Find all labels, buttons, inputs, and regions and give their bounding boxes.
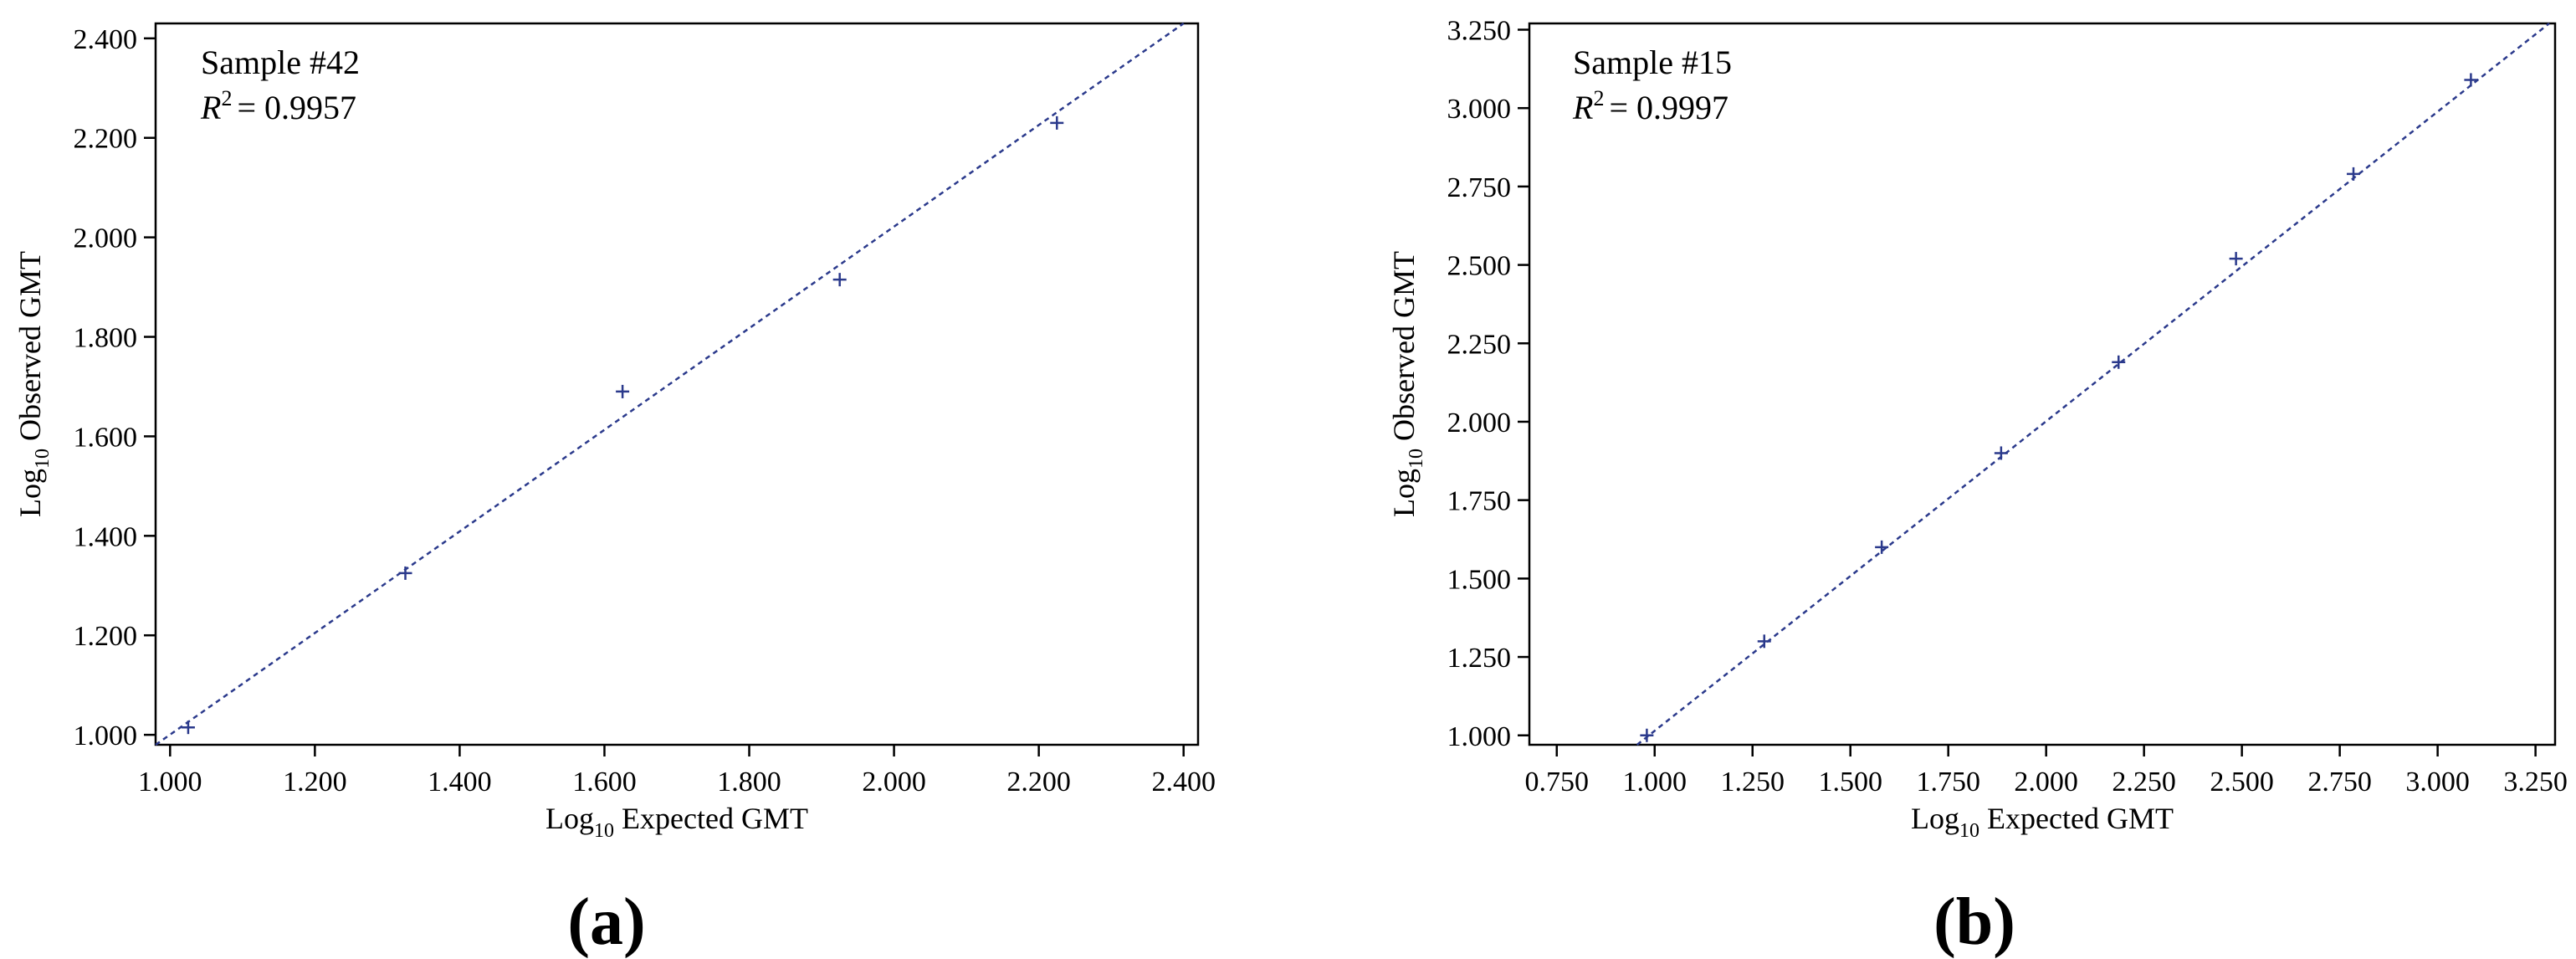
sample-annotation: Sample #15: [1573, 44, 1732, 81]
x-tick-label: 2.200: [1006, 767, 1071, 797]
fit-line: [1636, 23, 2550, 746]
y-axis-label-prefix: Log: [13, 469, 47, 517]
data-point: [2347, 167, 2361, 181]
r-squared-exponent: 2: [1593, 86, 1604, 110]
x-tick-label: 2.750: [2307, 767, 2372, 797]
r-squared-value: = 0.9997: [1609, 89, 1728, 126]
fit-line: [155, 22, 1185, 746]
y-tick-label: 2.400: [74, 24, 138, 55]
data-point: [398, 566, 412, 580]
y-tick-label: 2.200: [74, 124, 138, 155]
data-point: [2112, 355, 2126, 369]
y-tick-label: 2.000: [74, 223, 138, 254]
y-tick-label: 1.000: [1447, 721, 1512, 752]
y-axis-label-subscript: 10: [1406, 449, 1427, 469]
x-axis-label: Log10 Expected GMT: [545, 802, 808, 842]
y-tick-label: 2.000: [1447, 408, 1512, 438]
chart-panel-a: 1.000 1.200 1.400 1.600 1.800 2.000 2.200 2.400…: [13, 22, 1216, 959]
data-point: [1994, 446, 2008, 460]
r-squared-annotation: R2 = 0.9957: [200, 86, 356, 126]
y-tick-label: 1.200: [74, 621, 138, 652]
data-point: [2229, 252, 2243, 266]
x-tick-label: 1.000: [138, 767, 202, 797]
x-tick-label: 2.000: [862, 767, 926, 797]
r-squared-value: = 0.9957: [237, 89, 356, 126]
x-tick-label: 1.500: [1818, 767, 1882, 797]
plot-frame: [154, 22, 1200, 746]
data-point: [1640, 728, 1654, 742]
x-tick-label: 1.200: [283, 767, 347, 797]
r-squared-symbol: R: [200, 89, 221, 126]
x-axis-label-prefix: Log: [545, 802, 594, 835]
x-tick-label: 1.750: [1916, 767, 1980, 797]
y-tick-label: 1.800: [74, 323, 138, 354]
x-axis-label-text: Expected GMT: [614, 802, 808, 835]
x-tick-label: 1.400: [428, 767, 492, 797]
chart-panel-b: 0.750 1.000 1.250 1.500 1.750 2.000 2.250 2.500…: [1387, 15, 2568, 959]
x-tick-label: 2.400: [1151, 767, 1216, 797]
data-point: [1875, 540, 1889, 554]
x-tick-label: 2.500: [2210, 767, 2274, 797]
x-tick-label: 3.250: [2503, 767, 2568, 797]
panel-label: (a): [567, 885, 645, 959]
y-tick-label: 1.250: [1447, 643, 1512, 674]
data-point: [1050, 115, 1064, 130]
y-axis-label: Log10 Observed GMT: [1387, 251, 1427, 517]
data-point: [1757, 634, 1771, 649]
x-tick-label: 1.800: [717, 767, 781, 797]
y-tick-label: 3.250: [1447, 15, 1512, 46]
r-squared-exponent: 2: [221, 86, 232, 110]
y-axis-label: Log10 Observed GMT: [13, 251, 54, 517]
x-tick-label: 1.600: [572, 767, 637, 797]
data-point: [2464, 73, 2478, 87]
y-axis-label-subscript: 10: [32, 449, 54, 469]
x-axis-label-text: Expected GMT: [1979, 802, 2174, 835]
x-axis-label: Log10 Expected GMT: [1911, 802, 2174, 842]
x-tick-label: 1.250: [1720, 767, 1785, 797]
y-tick-label: 1.750: [1447, 486, 1512, 517]
x-tick-label: 3.000: [2405, 767, 2470, 797]
y-tick-label: 3.000: [1447, 94, 1512, 125]
r-squared-annotation: R2 = 0.9997: [1572, 86, 1728, 126]
y-tick-label: 2.750: [1447, 172, 1512, 203]
x-tick-label: 2.000: [2014, 767, 2078, 797]
data-point: [181, 721, 195, 735]
y-axis-label-text: Observed GMT: [1387, 251, 1421, 449]
y-tick-label: 1.500: [1447, 564, 1512, 595]
y-axis-label-prefix: Log: [1387, 469, 1421, 517]
y-tick-label: 1.400: [74, 521, 138, 552]
plot-frame: [1528, 22, 2557, 746]
y-tick-label: 1.600: [74, 422, 138, 453]
r-squared-symbol: R: [1572, 89, 1593, 126]
y-tick-label: 2.250: [1447, 329, 1512, 360]
y-axis-label-text: Observed GMT: [13, 251, 47, 449]
panel-label: (b): [1933, 885, 2015, 959]
sample-annotation: Sample #42: [201, 44, 360, 81]
y-tick-label: 1.000: [74, 721, 138, 751]
x-tick-label: 1.000: [1622, 767, 1687, 797]
data-point: [616, 384, 630, 398]
x-tick-label: 0.750: [1525, 767, 1590, 797]
data-point: [832, 273, 847, 287]
x-axis-label-prefix: Log: [1911, 802, 1959, 835]
x-axis-label-subscript: 10: [594, 820, 614, 842]
x-tick-label: 2.250: [2112, 767, 2176, 797]
x-axis-label-subscript: 10: [1959, 820, 1979, 842]
y-tick-label: 2.500: [1447, 251, 1512, 282]
